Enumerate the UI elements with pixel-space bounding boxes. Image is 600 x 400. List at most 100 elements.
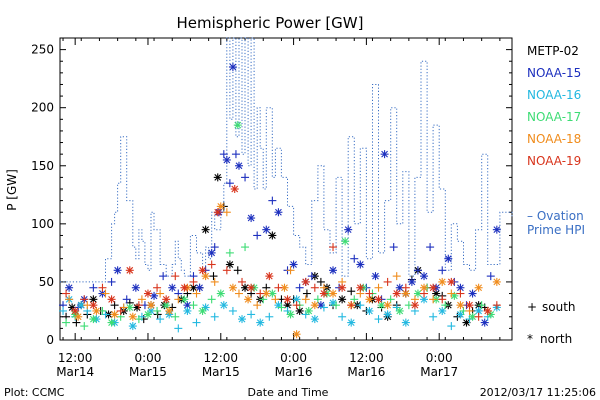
south-plus-marker bbox=[241, 173, 250, 182]
y-tick-label: 50 bbox=[39, 275, 54, 289]
marker-stroke-d2 bbox=[165, 307, 173, 315]
y-axis-label: P [GW] bbox=[5, 169, 19, 211]
marker-stroke-d2 bbox=[89, 301, 97, 309]
north-star-marker bbox=[222, 155, 231, 164]
marker-stroke-d2 bbox=[180, 295, 188, 303]
north-star-marker bbox=[143, 289, 152, 298]
south-plus-marker bbox=[438, 295, 447, 304]
south-plus-marker bbox=[474, 312, 483, 321]
marker-stroke-d2 bbox=[414, 290, 422, 297]
south-plus-marker bbox=[350, 254, 359, 263]
north-star-marker bbox=[131, 283, 140, 292]
south-plus-marker bbox=[338, 312, 347, 321]
south-plus-marker bbox=[302, 289, 311, 298]
x-tick-labels: 12:00Mar140:00Mar1512:00Mar150:00Mar1612… bbox=[56, 351, 458, 379]
marker-stroke-d2 bbox=[65, 284, 73, 292]
north-star-marker bbox=[401, 289, 410, 298]
y-tick-labels: 0 50 100 150 200 250 bbox=[31, 43, 54, 347]
legend-north-symbol: * bbox=[527, 332, 533, 346]
marker-stroke-d2 bbox=[338, 295, 346, 303]
north-star-marker bbox=[228, 63, 237, 72]
north-star-marker bbox=[347, 318, 356, 327]
north-star-marker bbox=[213, 173, 222, 182]
marker-stroke-d2 bbox=[381, 150, 388, 158]
north-star-marker bbox=[189, 283, 198, 292]
north-star-marker bbox=[292, 330, 301, 339]
marker-stroke-d2 bbox=[214, 208, 222, 216]
south-plus-marker bbox=[253, 301, 262, 310]
marker-stroke-d2 bbox=[247, 284, 255, 292]
north-star-marker bbox=[286, 310, 295, 319]
legend-entry-noaa-18: NOAA-18 bbox=[527, 132, 581, 146]
north-star-marker bbox=[383, 301, 392, 310]
marker-stroke-d2 bbox=[384, 311, 392, 318]
marker-stroke-d2 bbox=[234, 121, 242, 129]
south-plus-marker bbox=[153, 310, 162, 319]
north-star-marker bbox=[233, 121, 242, 130]
north-star-marker bbox=[274, 208, 283, 217]
south-plus-marker bbox=[310, 283, 319, 292]
marker-stroke-d2 bbox=[420, 295, 428, 303]
south-plus-marker bbox=[329, 243, 338, 252]
north-star-marker bbox=[201, 272, 210, 281]
marker-stroke-d2 bbox=[231, 185, 239, 193]
marker-stroke-d2 bbox=[68, 304, 76, 311]
north-star-marker bbox=[483, 306, 492, 315]
marker-stroke-d2 bbox=[214, 173, 222, 181]
south-plus-marker bbox=[207, 260, 216, 269]
marker-stroke-d2 bbox=[77, 301, 85, 309]
south-plus-marker bbox=[265, 312, 274, 321]
north-star-marker bbox=[165, 306, 174, 315]
north-star-marker bbox=[147, 301, 156, 310]
marker-stroke-d2 bbox=[457, 284, 464, 292]
south-plus-marker bbox=[259, 295, 268, 304]
south-plus-marker bbox=[307, 272, 316, 281]
north-star-marker bbox=[110, 310, 119, 319]
marker-stroke-d2 bbox=[114, 266, 122, 274]
north-star-marker bbox=[468, 289, 477, 298]
south-plus-marker bbox=[80, 295, 89, 304]
x-tick-label-time: 12:00 bbox=[349, 351, 384, 365]
marker-stroke-d2 bbox=[311, 315, 319, 323]
legend-ovation-line1: – Ovation bbox=[527, 209, 584, 223]
north-star-marker bbox=[107, 295, 116, 304]
north-star-marker bbox=[465, 301, 474, 310]
marker-stroke-d2 bbox=[256, 319, 264, 326]
south-plus-marker bbox=[219, 150, 228, 159]
marker-stroke-d2 bbox=[290, 261, 297, 268]
south-plus-marker bbox=[228, 306, 237, 315]
north-star-marker bbox=[256, 318, 265, 327]
marker-stroke-d2 bbox=[144, 311, 152, 318]
marker-stroke-d2 bbox=[144, 290, 152, 297]
south-plus-marker bbox=[153, 306, 162, 315]
marker-stroke-d2 bbox=[208, 249, 216, 257]
south-plus-marker bbox=[447, 322, 456, 331]
north-star-marker bbox=[365, 306, 374, 315]
south-plus-marker bbox=[386, 295, 395, 304]
north-star-marker bbox=[168, 283, 177, 292]
marker-stroke-d2 bbox=[265, 272, 273, 280]
marker-stroke-d2 bbox=[296, 307, 304, 315]
north-star-marker bbox=[420, 295, 429, 304]
north-star-marker bbox=[474, 306, 483, 315]
marker-stroke-d2 bbox=[147, 301, 155, 309]
marker-stroke-d2 bbox=[190, 284, 197, 292]
legend-entry-noaa-17: NOAA-17 bbox=[527, 110, 581, 124]
south-plus-marker bbox=[62, 318, 71, 327]
south-plus-marker bbox=[441, 301, 450, 310]
south-plus-marker bbox=[174, 295, 183, 304]
south-plus-marker bbox=[347, 287, 356, 296]
south-plus-marker bbox=[313, 295, 322, 304]
marker-stroke-d2 bbox=[262, 226, 270, 234]
south-plus-marker bbox=[192, 289, 201, 298]
south-plus-marker bbox=[72, 318, 81, 327]
north-star-marker bbox=[219, 301, 228, 310]
legend: METP-02 NOAA-15 NOAA-16 NOAA-17 NOAA-18 NOAA-… bbox=[527, 44, 585, 346]
marker-stroke-d2 bbox=[287, 311, 294, 318]
north-star-marker bbox=[301, 277, 310, 286]
north-star-marker bbox=[268, 289, 277, 298]
north-star-marker bbox=[216, 289, 225, 298]
axis-ticks bbox=[60, 38, 512, 341]
south-plus-marker bbox=[210, 277, 219, 286]
